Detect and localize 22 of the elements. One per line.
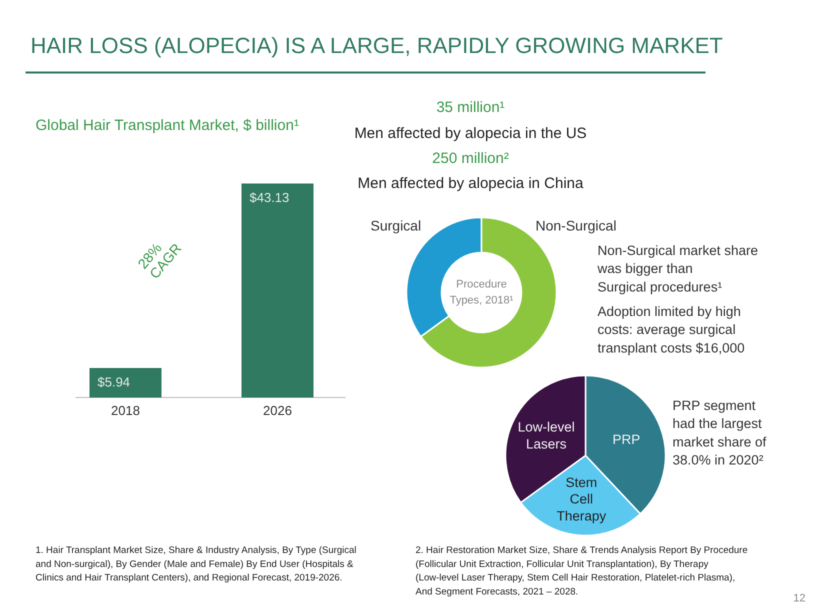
slice-label: Surgical [370,218,422,234]
slice-label: PRP [612,432,640,447]
text: 1. Hair Transplant Market Size, Share & Industry Analysis, By Type (Surgical and Non-surgical), By Gender (Male and Female) By End User (Hospitals & Clinics and Hair Transplant Centers), and Regional Forecast, 2019-2026. [36,545,356,584]
slice-label: Low-level Lasers [518,420,575,452]
text: HAIR LOSS (ALOPECIA) IS A LARGE, RAPIDLY GROWING MARKET [30,33,723,58]
text: Men affected by alopecia in China [358,175,584,192]
text: 35 million¹ [436,99,505,116]
data-label: $5.94 [98,374,130,390]
x-tick-label: 2026 [263,403,292,418]
chart-title: Global Hair Transplant Market, $ billion¹ [36,117,299,134]
slice-label: Stem Cell Therapy [556,474,606,524]
text: 2. Hair Restoration Market Size, Share & Trends Analysis Report By Procedure (Follicular Unit Extraction, Follicular Unit Transplantation), By Therapy (Low-level Laser Therapy, Stem Cell Hair Restoration, Platelet-rich Plasma), And Segment Forecasts, 2021 – 2028. [416,545,748,598]
text: Procedure Types, 2018¹ [450,278,514,306]
text: 250 million² [432,150,509,167]
slice-label: Non-Surgical [536,218,616,234]
text: Men affected by alopecia in the US [354,125,587,142]
x-tick-label: 2018 [111,403,140,418]
text: Non-Surgical market share was bigger than Surgical procedures¹ [596,243,758,294]
text: Adoption limited by high costs: average surgical transplant costs $16,000 [598,304,745,356]
data-label: $43.13 [250,190,290,205]
text: 12 [793,592,806,604]
text: PRP segment had the largest market share of 38.0% in 2020² [672,398,767,468]
